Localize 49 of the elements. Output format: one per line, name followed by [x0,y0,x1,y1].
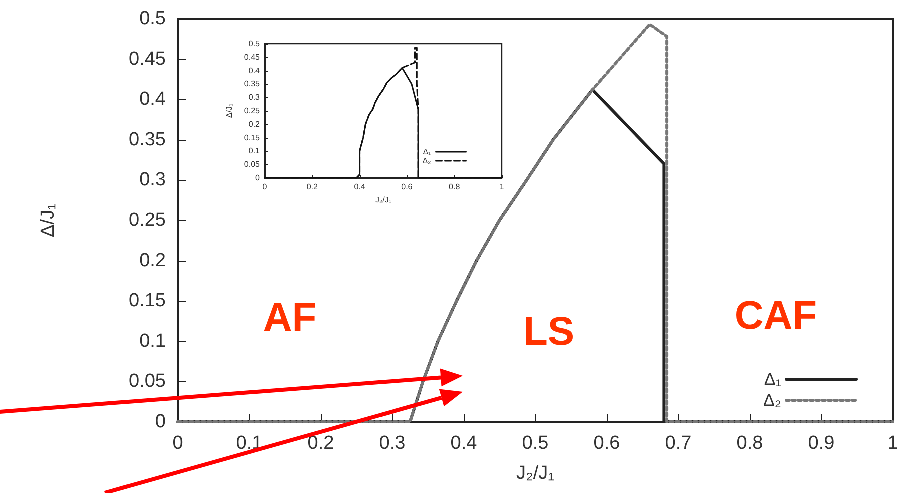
y-tick-label: 0.15 [129,290,166,312]
x-axis-title: J₂/J₁ [516,463,555,484]
x-tick-label: 0.8 [449,182,461,192]
x-tick-label: 0.6 [402,182,414,192]
x-tick-label: 0.2 [306,182,319,192]
y-tick-label: 0.4 [140,89,166,110]
annotation: CAF [734,294,818,338]
y-tick-label: 0.5 [248,40,261,48]
y-tick-label: 0.3 [248,93,261,102]
y-tick-label: 0.5 [140,8,166,30]
y-tick-label: 0.1 [140,330,166,352]
x-tick-label: 0.2 [308,433,334,454]
y-tick-label: 0.25 [244,106,261,116]
y-axis-title: Δ/J₁ [38,204,59,238]
x-tick-label: 1 [500,182,505,192]
y-tick-label: 0.35 [244,80,261,89]
x-tick-label: 0.3 [379,433,406,454]
y-tick-label: 0 [256,174,261,182]
legend-label: Δ₁ [423,148,432,156]
y-tick-label: 0.35 [129,129,166,150]
x-tick-label: 0.4 [450,433,478,454]
y-tick-label: 0.45 [244,52,261,62]
annotation: LS [523,310,575,354]
x-tick-label: 0.8 [736,433,764,454]
y-tick-label: 0.05 [129,371,166,392]
x-tick-label: 0.9 [808,433,835,454]
y-tick-label: 0.4 [248,66,261,76]
x-axis-title: J₂/J₁ [375,196,392,204]
legend-label: Δ₂ [422,156,432,166]
annotation: AF [263,296,317,340]
y-axis-title: Δ/J₁ [225,104,234,118]
legend-label: Δ₁ [764,370,782,389]
x-tick-label: 0.4 [354,182,366,192]
x-tick-label: 0 [262,182,268,192]
y-tick-label: 0.15 [244,133,261,142]
x-tick-label: 0 [172,433,184,454]
x-tick-label: 0.5 [522,433,549,454]
y-tick-label: 0.05 [244,160,261,170]
x-tick-label: 1 [888,433,898,454]
legend-label: Δ₂ [764,391,782,410]
y-tick-label: 0.45 [129,48,166,70]
y-tick-label: 0.2 [248,120,261,129]
y-tick-label: 0 [155,412,166,432]
line-series [176,23,894,424]
y-tick-label: 0.1 [248,146,261,156]
x-tick-label: 0.7 [665,433,692,454]
y-tick-label: 0.2 [140,250,166,272]
x-tick-label: 0.6 [594,433,620,454]
y-tick-label: 0.25 [129,210,166,231]
